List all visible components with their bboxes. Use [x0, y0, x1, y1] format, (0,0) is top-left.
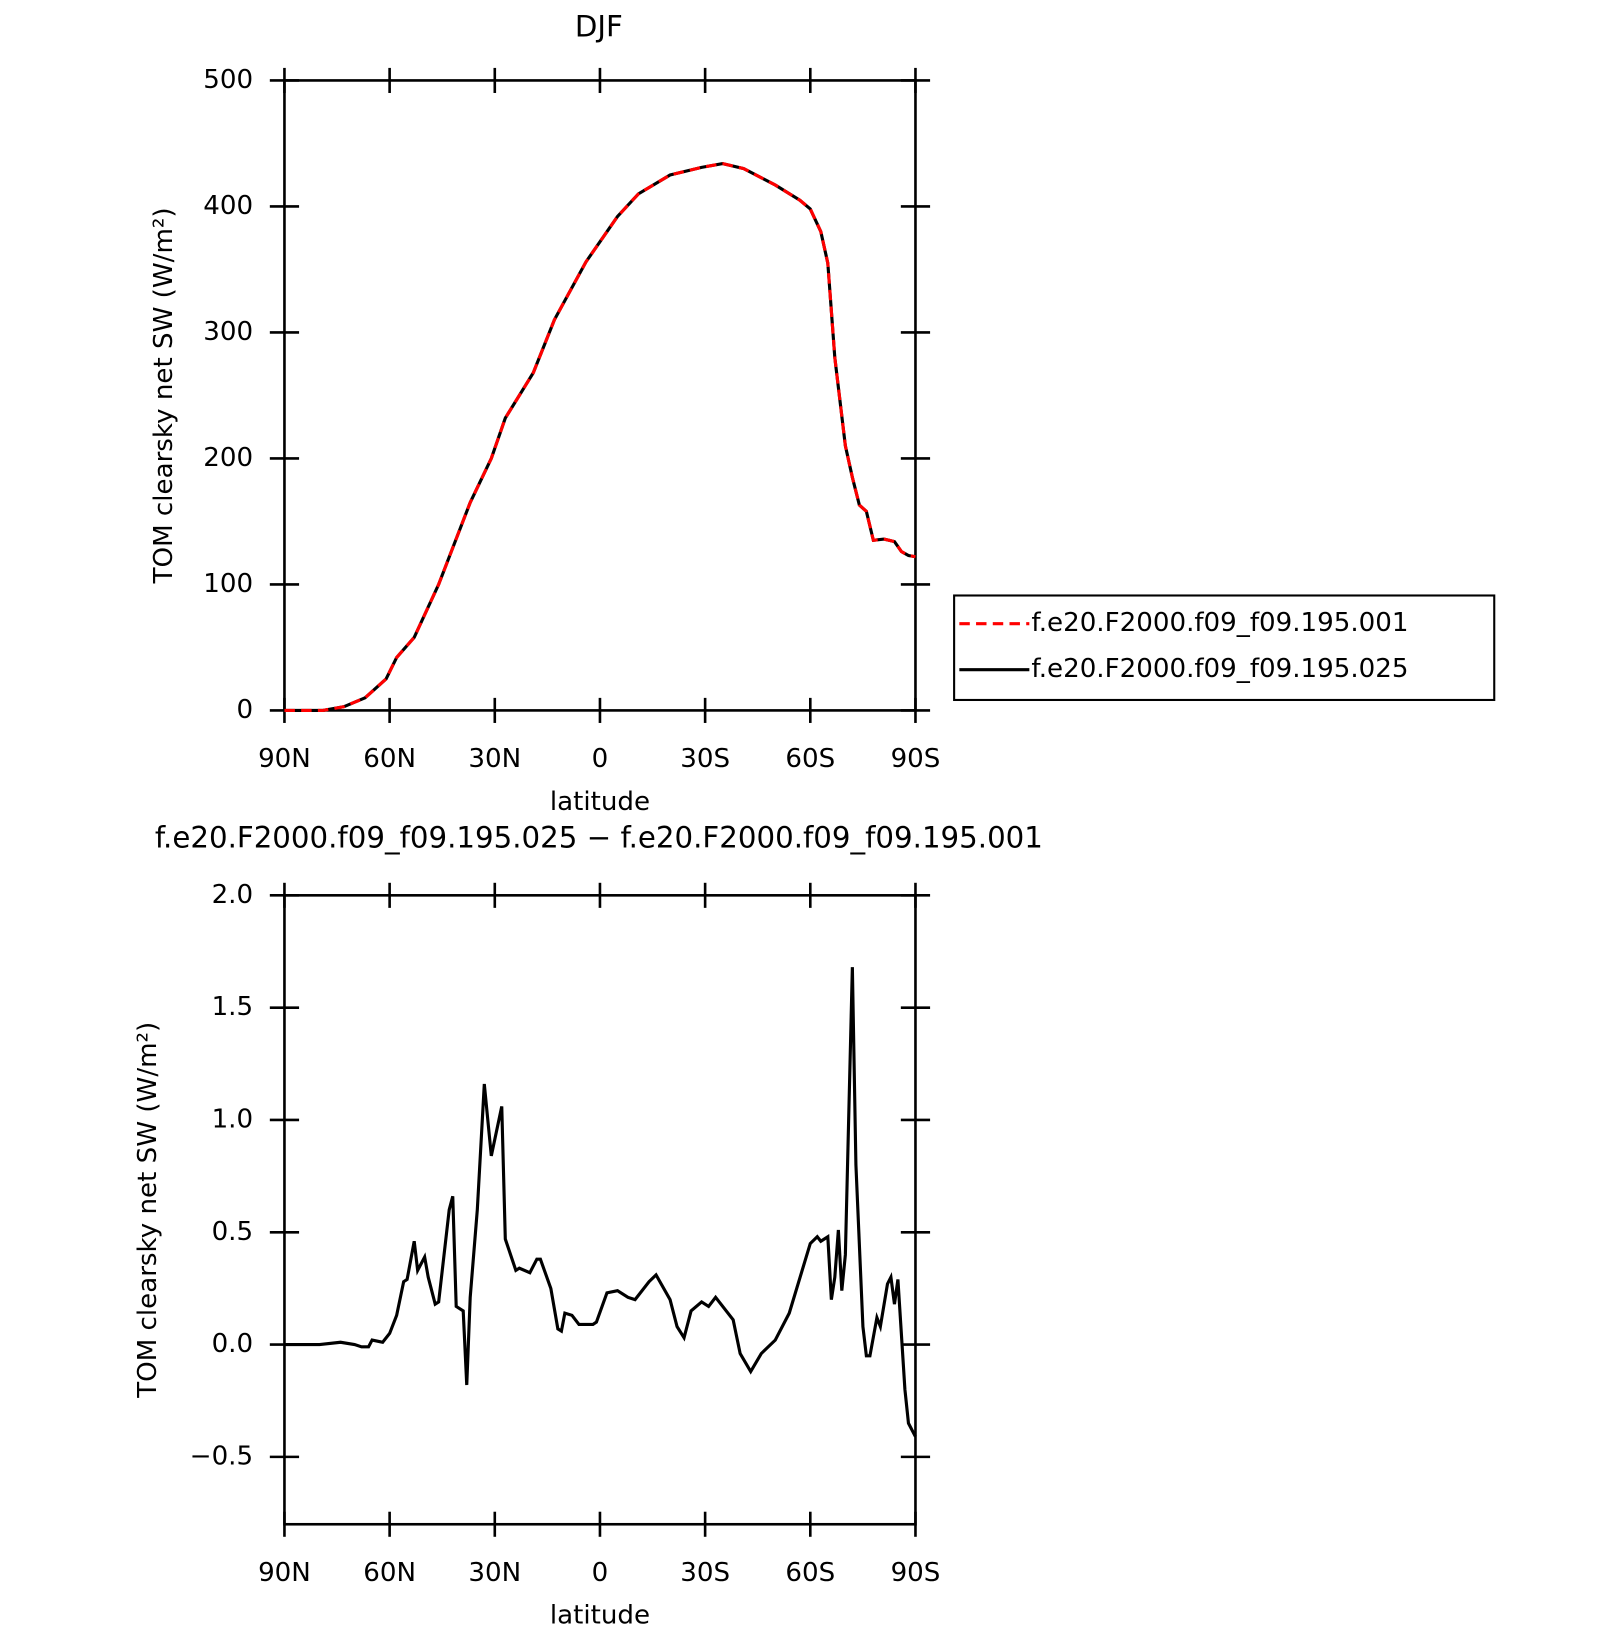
y-tick-label: 100 — [203, 569, 253, 599]
x-tick-label: 90S — [891, 744, 941, 774]
x-tick-label: 0 — [592, 1558, 609, 1588]
x-tick-label: 60N — [363, 1558, 416, 1588]
x-tick-label: 0 — [592, 744, 609, 774]
x-tick-label: 30S — [680, 744, 730, 774]
x-tick-label: 60S — [785, 1558, 835, 1588]
x-tick-label: 90S — [891, 1558, 941, 1588]
legend-box — [953, 594, 1496, 702]
x-tick-label: 60N — [363, 744, 416, 774]
x-tick-label: 30N — [468, 1558, 521, 1588]
y-axis-label: TOM clearsky net SW (W/m²) — [133, 1022, 163, 1399]
y-tick-label: −0.5 — [190, 1441, 253, 1471]
x-axis-label: latitude — [550, 787, 650, 817]
x-tick-label: 30N — [468, 744, 521, 774]
y-axis-label: TOM clearsky net SW (W/m²) — [149, 207, 179, 584]
data-line — [284, 967, 917, 1438]
y-tick-label: 1.0 — [212, 1104, 254, 1134]
x-tick-label: 60S — [785, 744, 835, 774]
y-tick-label: 1.5 — [212, 992, 254, 1022]
y-tick-label: 2.0 — [212, 880, 254, 910]
x-tick-label: 30S — [680, 1558, 730, 1588]
x-axis-label: latitude — [550, 1601, 650, 1631]
y-tick-label: 0.0 — [212, 1329, 254, 1359]
plot-frame — [283, 79, 917, 712]
y-tick-label: 500 — [203, 65, 253, 95]
data-line — [284, 162, 916, 712]
y-tick-label: 400 — [203, 191, 253, 221]
x-tick-label: 90N — [258, 744, 311, 774]
plot-frame — [283, 894, 917, 1526]
y-tick-label: 300 — [203, 317, 253, 347]
data-line — [284, 162, 916, 712]
y-tick-label: 200 — [203, 443, 253, 473]
y-tick-label: 0.5 — [212, 1217, 254, 1247]
y-tick-label: 0 — [236, 695, 253, 725]
legend-label: f.e20.F2000.f09_f09.195.001 — [1031, 608, 1408, 638]
chart-title: DJF — [575, 10, 623, 44]
chart-title: f.e20.F2000.f09_f09.195.025 − f.e20.F200… — [155, 820, 1043, 854]
legend-label: f.e20.F2000.f09_f09.195.025 — [1031, 654, 1408, 684]
x-tick-label: 90N — [258, 1558, 311, 1588]
